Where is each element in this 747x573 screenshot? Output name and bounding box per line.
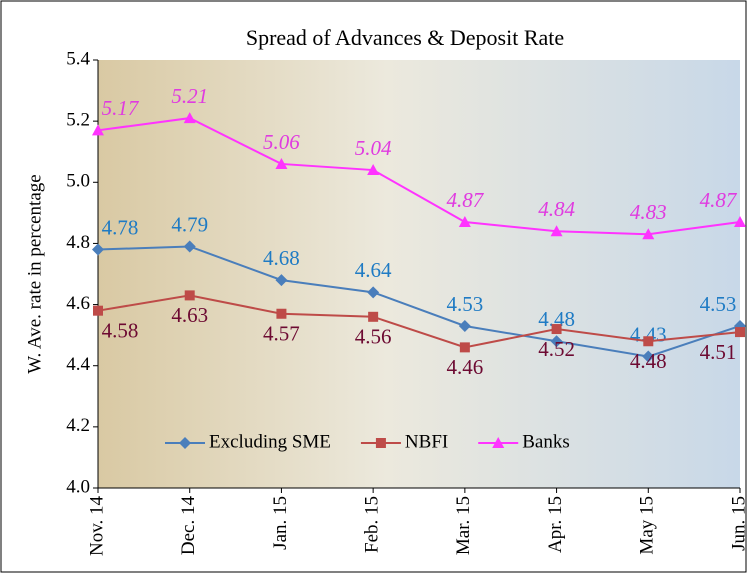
y-tick-label: 5.0 xyxy=(66,171,90,192)
data-label: 5.21 xyxy=(171,84,208,108)
data-label: 4.51 xyxy=(700,340,737,364)
marker xyxy=(179,437,191,449)
marker xyxy=(275,157,288,169)
data-label: 4.83 xyxy=(630,200,667,224)
data-label: 4.68 xyxy=(263,246,300,270)
x-tick-label: Apr. 15 xyxy=(545,496,566,553)
x-tick-label: Jun. 15 xyxy=(728,496,747,551)
y-tick-label: 4.0 xyxy=(66,476,90,497)
marker xyxy=(643,336,654,347)
data-label: 4.48 xyxy=(630,349,667,373)
data-label: 4.53 xyxy=(700,292,737,316)
data-label: 4.87 xyxy=(446,188,484,212)
legend-label: Banks xyxy=(522,431,570,452)
marker xyxy=(550,335,563,348)
plot-area xyxy=(98,60,740,488)
marker xyxy=(375,438,386,448)
x-tick-label: May 15 xyxy=(637,496,658,555)
marker xyxy=(642,228,655,240)
marker xyxy=(734,216,746,228)
legend-label: NBFI xyxy=(405,431,448,452)
marker xyxy=(492,437,505,448)
legend-label: Excluding SME xyxy=(209,431,331,452)
data-label: 5.04 xyxy=(355,136,392,160)
data-label: 4.53 xyxy=(446,292,483,316)
marker xyxy=(642,350,655,363)
data-label: 5.17 xyxy=(102,96,140,120)
marker xyxy=(275,274,288,287)
chart-title: Spread of Advances & Deposit Rate xyxy=(246,25,564,50)
y-tick-label: 4.4 xyxy=(66,354,90,375)
marker xyxy=(458,319,471,332)
marker xyxy=(93,305,103,316)
series-line xyxy=(97,117,741,236)
marker xyxy=(550,225,563,237)
x-tick-label: Jan. 15 xyxy=(270,496,291,550)
data-label: 4.64 xyxy=(355,258,392,282)
data-label: 4.87 xyxy=(700,188,738,212)
x-tick-label: Nov. 14 xyxy=(86,496,107,556)
data-label: 4.56 xyxy=(355,325,392,349)
x-tick-label: Feb. 15 xyxy=(362,496,383,553)
data-label: 4.63 xyxy=(171,303,208,327)
marker xyxy=(367,164,380,176)
data-label: 4.46 xyxy=(446,355,483,379)
data-label: 5.06 xyxy=(263,130,300,154)
y-tick-label: 5.4 xyxy=(66,48,90,69)
y-tick-label: 4.6 xyxy=(66,293,90,314)
x-tick-label: Mar. 15 xyxy=(453,496,474,555)
data-label: 4.78 xyxy=(102,215,139,239)
series-line xyxy=(97,294,741,349)
data-label: 4.57 xyxy=(263,322,300,346)
marker xyxy=(184,290,195,301)
data-label: 4.52 xyxy=(538,337,575,361)
marker xyxy=(735,327,745,338)
marker xyxy=(551,324,562,335)
marker xyxy=(183,240,196,253)
x-tick-label: Dec. 14 xyxy=(178,496,199,556)
series-line xyxy=(97,245,741,358)
data-label: 4.58 xyxy=(102,318,139,342)
marker xyxy=(92,124,104,136)
y-axis-label: W. Ave. rate in percentage xyxy=(24,174,45,373)
marker xyxy=(276,308,287,319)
marker xyxy=(367,286,380,299)
marker xyxy=(368,311,379,322)
data-label: 4.84 xyxy=(538,197,575,221)
marker xyxy=(92,243,104,256)
marker xyxy=(458,216,471,228)
y-tick-label: 4.8 xyxy=(66,232,90,253)
y-tick-label: 5.2 xyxy=(66,110,90,131)
y-tick-label: 4.2 xyxy=(66,415,90,436)
marker xyxy=(459,342,470,353)
data-label: 4.79 xyxy=(171,212,208,236)
marker xyxy=(183,112,196,124)
